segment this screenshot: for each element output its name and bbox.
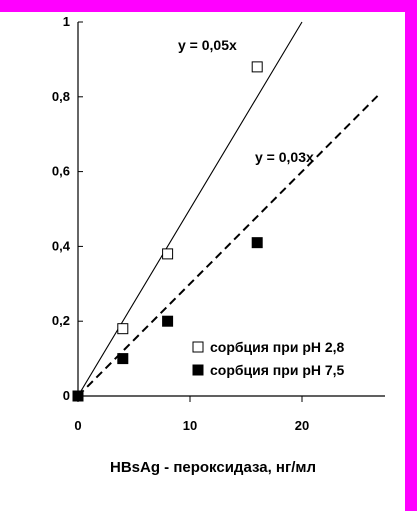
y-tick-label: 0 (63, 388, 70, 403)
legend: сорбция при pH 2,8 сорбция при pH 7,5 (192, 339, 345, 378)
legend-label-series-1: сорбция при pH 2,8 (210, 339, 345, 355)
fit-label-series-2: y = 0,03x (255, 149, 314, 165)
legend-label-series-2: сорбция при pH 7,5 (210, 362, 345, 378)
fit-line-series-2 (77, 92, 382, 397)
x-tick-label: 20 (295, 418, 309, 433)
data-point-series-2 (162, 315, 174, 327)
y-tick-label: 1 (63, 14, 70, 29)
x-tick-label: 10 (183, 418, 197, 433)
data-point-series-2 (72, 390, 84, 402)
y-tick-label: 0,8 (52, 89, 70, 104)
y-tick-label: 0,6 (52, 164, 70, 179)
x-tick-label: 0 (74, 418, 81, 433)
data-point-series-2 (117, 353, 129, 365)
plot-area: 00,20,40,60,810 10 20 y = 0,05x y = 0,03x (52, 14, 385, 433)
fit-label-series-1: y = 0,05x (178, 37, 237, 53)
frame-right-bar (405, 0, 417, 511)
data-point-series-1 (162, 248, 174, 260)
legend-marker-series-1 (192, 341, 204, 353)
data-point-series-1 (251, 61, 263, 73)
data-point-series-1 (117, 323, 129, 335)
legend-marker-series-2 (192, 364, 204, 376)
x-axis-label: HBsAg - пероксидаза, нг/мл (110, 459, 316, 476)
y-tick-label: 0,2 (52, 313, 70, 328)
data-point-series-2 (251, 237, 263, 249)
frame-top-bar (0, 0, 417, 12)
y-tick-label: 0,4 (52, 238, 71, 253)
fit-line-series-1 (77, 21, 303, 397)
frame-right-edge (390, 12, 405, 511)
